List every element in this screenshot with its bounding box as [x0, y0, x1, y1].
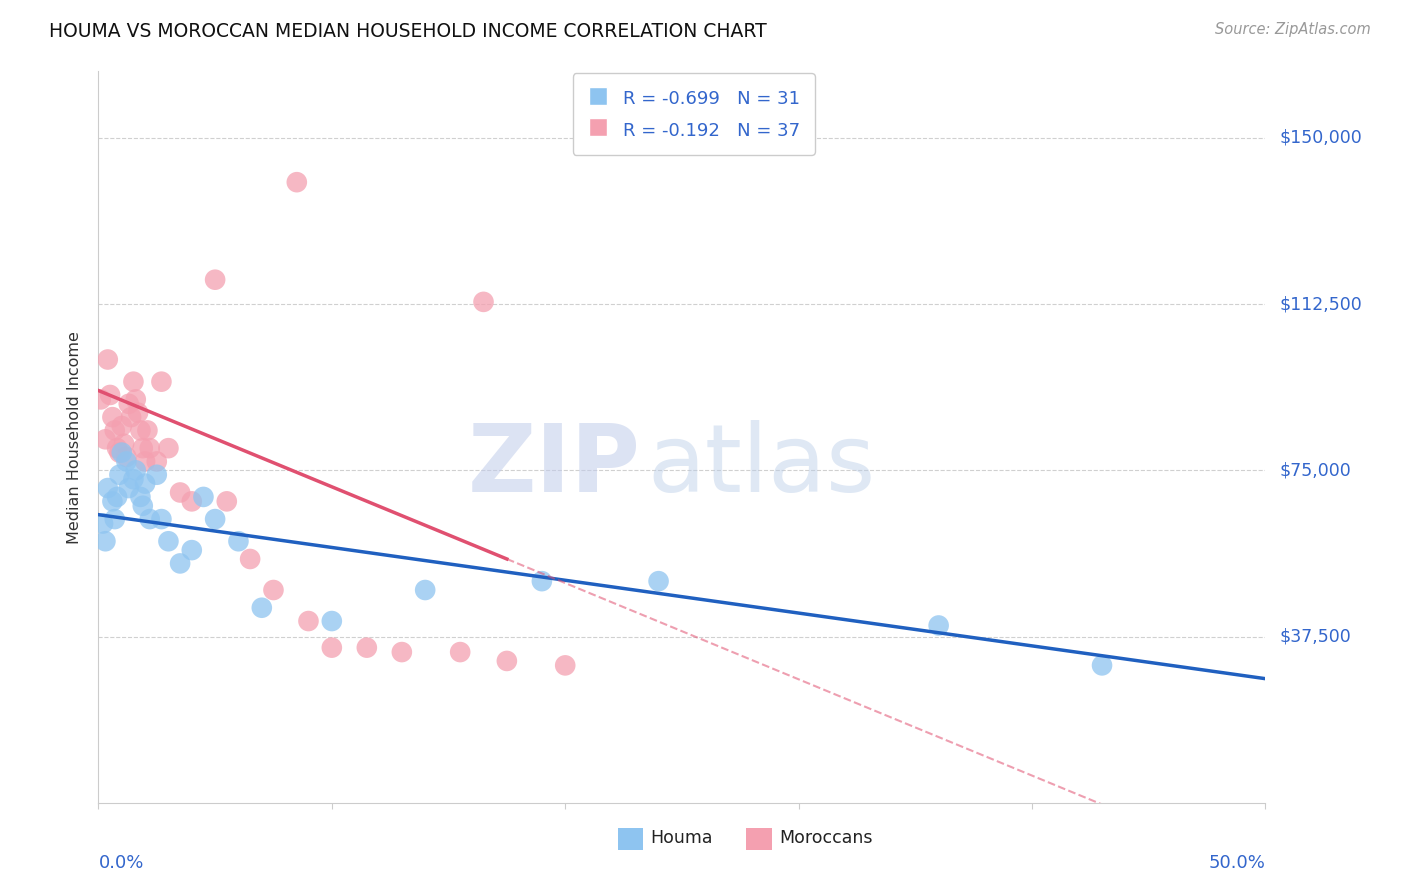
Point [321, 640, 343, 655]
Point [108, 467, 131, 482]
Text: atlas: atlas [647, 420, 875, 512]
Point [530, 574, 553, 589]
Point [928, 618, 950, 632]
Point [157, 534, 180, 549]
Point [122, 472, 145, 486]
Legend: R = -0.699   N = 31, R = -0.192   N = 37: R = -0.699 N = 31, R = -0.192 N = 37 [572, 73, 814, 155]
Text: 50.0%: 50.0% [1209, 854, 1265, 872]
Point [169, 557, 191, 571]
Text: $37,500: $37,500 [1279, 628, 1351, 646]
Point [104, 424, 127, 438]
Point [125, 463, 148, 477]
Point [105, 490, 128, 504]
Point [139, 441, 162, 455]
Point [105, 441, 128, 455]
Point [132, 441, 155, 455]
Point [118, 481, 141, 495]
Point [356, 640, 378, 655]
Point [180, 543, 202, 558]
Point [115, 454, 138, 468]
Point [90, 392, 112, 407]
Point [122, 375, 145, 389]
Point [150, 512, 173, 526]
Point [239, 552, 262, 566]
Point [157, 441, 180, 455]
Point [204, 273, 226, 287]
Point [496, 654, 519, 668]
Point [129, 424, 152, 438]
Point [647, 574, 669, 589]
Text: Source: ZipAtlas.com: Source: ZipAtlas.com [1215, 22, 1371, 37]
Point [146, 467, 169, 482]
Text: $112,500: $112,500 [1279, 295, 1362, 313]
Point [134, 454, 156, 468]
Text: $150,000: $150,000 [1279, 128, 1362, 147]
Point [180, 494, 202, 508]
Text: ZIP: ZIP [468, 420, 641, 512]
FancyBboxPatch shape [747, 829, 772, 850]
Point [132, 499, 155, 513]
Point [91, 516, 114, 531]
Point [193, 490, 215, 504]
Point [413, 582, 436, 597]
Text: HOUMA VS MOROCCAN MEDIAN HOUSEHOLD INCOME CORRELATION CHART: HOUMA VS MOROCCAN MEDIAN HOUSEHOLD INCOM… [49, 22, 766, 41]
Point [108, 445, 131, 459]
Point [97, 481, 120, 495]
Point [391, 645, 413, 659]
Text: 0.0%: 0.0% [98, 854, 143, 872]
Point [215, 494, 238, 508]
Y-axis label: Median Household Income: Median Household Income [67, 331, 83, 543]
Point [250, 600, 273, 615]
Point [112, 436, 135, 450]
Point [1091, 658, 1114, 673]
Point [204, 512, 226, 526]
Point [101, 494, 124, 508]
Point [285, 175, 308, 189]
Text: $75,000: $75,000 [1279, 461, 1351, 479]
Point [120, 410, 142, 425]
Point [97, 352, 120, 367]
Point [104, 512, 127, 526]
Point [134, 476, 156, 491]
Point [111, 419, 134, 434]
Point [125, 392, 148, 407]
Point [129, 490, 152, 504]
Point [169, 485, 191, 500]
Point [228, 534, 250, 549]
Point [262, 582, 284, 597]
Point [139, 512, 162, 526]
Point [127, 406, 149, 420]
Point [297, 614, 319, 628]
Point [449, 645, 471, 659]
Point [136, 424, 159, 438]
Text: Moroccans: Moroccans [779, 829, 872, 847]
Text: Houma: Houma [651, 829, 713, 847]
Point [118, 397, 141, 411]
Point [554, 658, 576, 673]
Point [321, 614, 343, 628]
Point [98, 388, 121, 402]
Point [111, 445, 134, 459]
Point [115, 450, 138, 464]
Point [146, 454, 169, 468]
Point [94, 432, 117, 446]
Point [150, 375, 173, 389]
Point [94, 534, 117, 549]
FancyBboxPatch shape [617, 829, 644, 850]
Point [101, 410, 124, 425]
Point [472, 294, 495, 309]
